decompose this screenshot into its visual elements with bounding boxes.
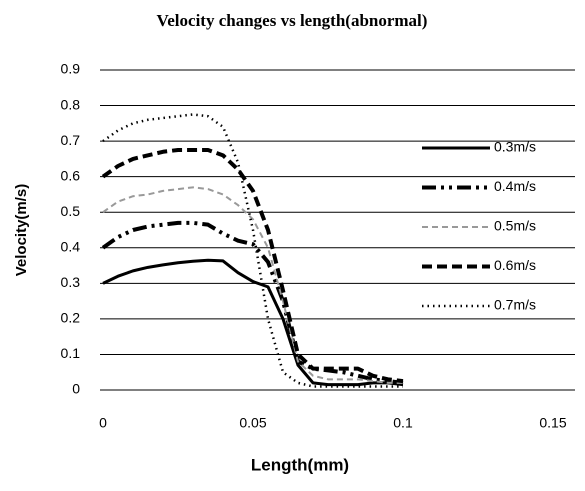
y-tick-label: 0.8: [61, 96, 81, 112]
x-tick-label: 0.1: [393, 415, 413, 431]
x-tick-label: 0.15: [539, 415, 566, 431]
y-tick-label: 0: [72, 381, 80, 397]
x-tick-label: 0.05: [239, 415, 266, 431]
series-line: [102, 258, 404, 387]
x-axis-label: Length(mm): [251, 455, 349, 474]
legend-label: 0.5m/s: [494, 218, 536, 234]
y-tick-label: 0.7: [61, 132, 81, 148]
y-tick-label: 0.1: [61, 345, 81, 361]
y-tick-label: 0.9: [61, 61, 81, 77]
legend-label: 0.7m/s: [494, 297, 536, 313]
series-line: [102, 113, 403, 388]
series-line: [101, 220, 404, 385]
y-tick-label: 0.5: [61, 203, 81, 219]
y-tick-label: 0.4: [61, 238, 81, 254]
legend-label: 0.4m/s: [494, 178, 536, 194]
legend-label: 0.6m/s: [494, 257, 536, 273]
legend-label: 0.3m/s: [494, 139, 536, 155]
y-tick-label: 0.3: [61, 274, 81, 290]
y-tick-label: 0.2: [61, 310, 81, 326]
y-axis-label: Velocity(m/s): [13, 184, 30, 277]
series-line: [102, 186, 403, 384]
y-tick-label: 0.6: [61, 167, 81, 183]
x-tick-label: 0: [99, 415, 107, 431]
chart-title: Velocity changes vs length(abnormal): [157, 11, 428, 30]
series-line: [101, 148, 404, 384]
